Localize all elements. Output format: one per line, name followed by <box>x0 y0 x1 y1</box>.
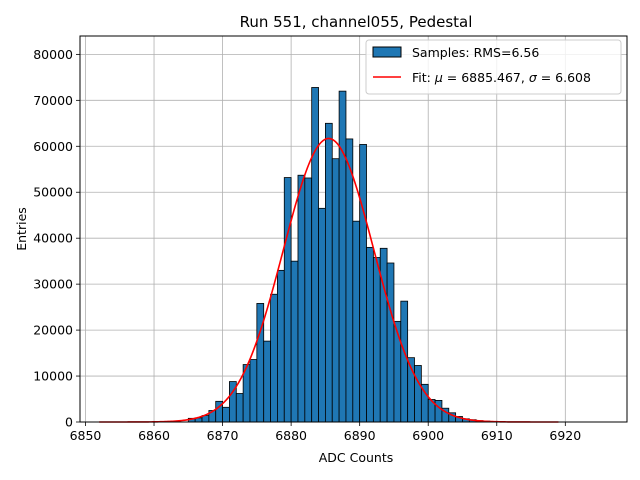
histogram-bar <box>345 138 354 423</box>
histogram-bar <box>414 365 422 423</box>
histogram-bar <box>366 246 374 423</box>
histogram-bar <box>290 260 299 423</box>
histogram-bar <box>283 177 292 423</box>
histogram-bar <box>297 174 306 423</box>
histogram-bars <box>187 87 498 423</box>
x-tick-label: 6900 <box>412 428 444 443</box>
chart-title: Run 551, channel055, Pedestal <box>240 13 473 31</box>
legend-swatch-histogram <box>372 46 402 58</box>
histogram-bar <box>263 340 271 423</box>
histogram-bar <box>393 320 402 423</box>
histogram-bar <box>304 177 313 423</box>
legend-label-histogram: Samples: RMS=6.56 <box>412 45 539 60</box>
x-tick-label: 6910 <box>481 428 513 443</box>
histogram-bar <box>311 87 319 423</box>
y-tick-label: 0 <box>65 415 73 430</box>
histogram-bar <box>434 400 443 423</box>
x-tick-label: 6880 <box>275 428 307 443</box>
histogram-bar <box>338 90 347 423</box>
histogram-bar <box>222 406 230 423</box>
histogram-bar <box>318 207 326 423</box>
y-tick-label: 50000 <box>33 185 73 200</box>
plot-frame <box>79 35 628 423</box>
legend-box <box>365 39 622 95</box>
legend-label-fit: Fit: μ = 6885.467, σ = 6.608 <box>412 70 591 85</box>
histogram-bar <box>386 262 395 423</box>
histogram-bar <box>249 359 258 423</box>
y-axis-ticks: 0 10000 20000 30000 40000 50000 60000 70000 8000… <box>33 47 80 430</box>
x-tick-label: 6870 <box>207 428 239 443</box>
x-tick-label: 6850 <box>70 428 102 443</box>
histogram-bar <box>379 247 388 423</box>
x-axis-ticks: 6850 6860 6870 6880 6890 6900 6910 6920 <box>70 422 581 443</box>
histogram-bar <box>352 220 361 423</box>
histogram-bar <box>359 144 367 423</box>
x-tick-label: 6920 <box>549 428 581 443</box>
histogram-bar <box>324 122 333 423</box>
legend: Samples: RMS=6.56 Fit: μ = 6885.467, σ =… <box>365 39 622 95</box>
y-tick-label: 80000 <box>33 47 73 62</box>
y-tick-label: 20000 <box>33 323 73 338</box>
x-tick-label: 6860 <box>138 428 170 443</box>
y-tick-label: 60000 <box>33 139 73 154</box>
histogram-bar <box>331 158 340 423</box>
x-tick-label: 6890 <box>344 428 376 443</box>
histogram-bar <box>277 269 285 423</box>
y-tick-label: 30000 <box>33 277 73 292</box>
y-tick-label: 10000 <box>33 369 73 384</box>
histogram-bar <box>372 257 381 423</box>
histogram-bar <box>270 293 278 423</box>
fit-curve <box>99 137 559 423</box>
histogram-bar <box>400 300 409 423</box>
histogram-bar <box>235 393 244 423</box>
y-tick-label: 70000 <box>33 93 73 108</box>
y-axis-label: Entries <box>14 207 29 251</box>
y-tick-label: 40000 <box>33 231 73 246</box>
x-axis-label: ADC Counts <box>319 450 394 465</box>
